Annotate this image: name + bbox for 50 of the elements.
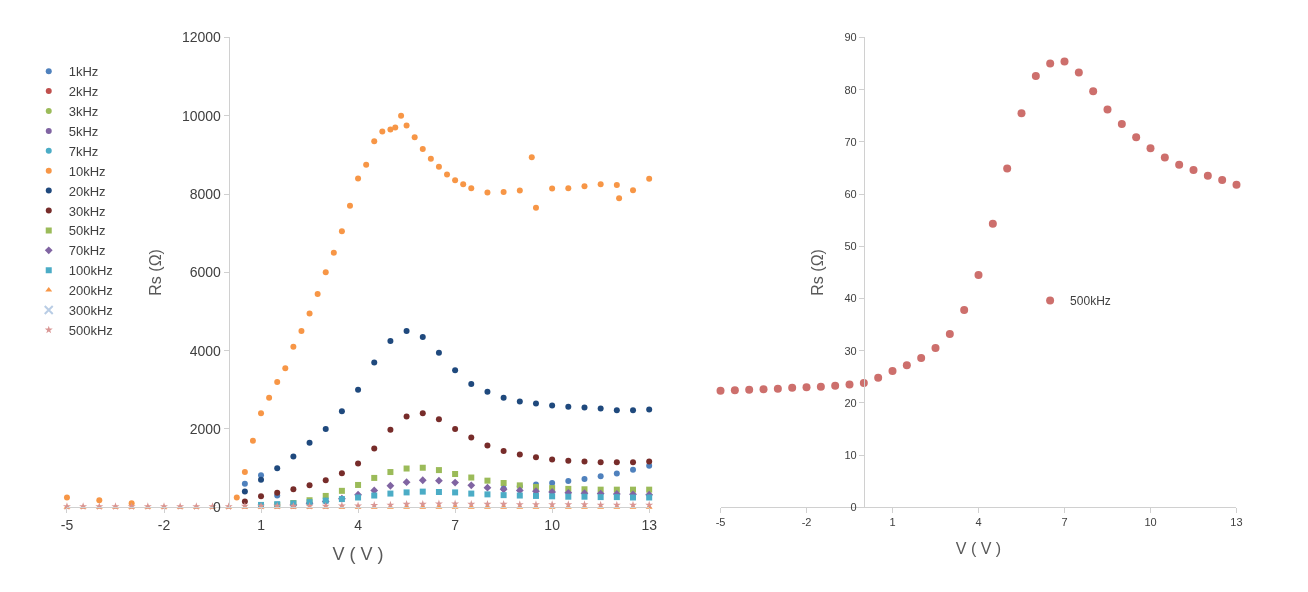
legend-label: 7kHz (68, 143, 99, 159)
y-axis-title: Rs (Ω) (809, 249, 827, 296)
y-tick-label: 40 (844, 292, 857, 305)
legend-label: 1kHz (68, 64, 99, 80)
y-tick-label: 2000 (189, 420, 222, 437)
y-tick-label: 50 (844, 240, 857, 253)
x-tick-label: 7 (1061, 516, 1068, 529)
x-tick-label: 13 (1230, 516, 1243, 529)
x-tick-label: 4 (975, 516, 982, 529)
y-tick-label: 0 (213, 499, 222, 516)
y-tick-label: 4000 (189, 342, 222, 359)
y-tick-label: 30 (844, 344, 857, 357)
legend-label: 300kHz (68, 303, 113, 319)
legend-label: 200kHz (68, 283, 113, 299)
y-tick-label: 60 (844, 187, 857, 200)
y-tick-label: 10 (844, 448, 857, 461)
x-tick-label: 1 (257, 517, 266, 534)
y-tick-label: 12000 (181, 29, 222, 46)
x-tick-label: 1 (889, 516, 896, 529)
y-tick-label: 0 (850, 501, 857, 514)
x-tick-label: 7 (451, 517, 460, 534)
x-tick-label: 10 (544, 517, 561, 534)
y-axis-title: Rs (Ω) (146, 249, 164, 296)
y-tick-label: 8000 (189, 185, 222, 202)
x-axis-title: V ( V ) (955, 540, 1002, 558)
x-tick-label: 10 (1144, 516, 1157, 529)
y-tick-label: 6000 (189, 264, 222, 281)
x-tick-label: 4 (354, 517, 363, 534)
legend-label: 70kHz (68, 243, 106, 259)
x-tick-label: -2 (801, 516, 812, 529)
x-tick-label: -5 (715, 516, 726, 529)
legend-label: 100kHz (68, 263, 113, 279)
y-tick-label: 10000 (181, 107, 222, 124)
legend-label: 10kHz (68, 163, 106, 179)
legend-label: 500kHz (68, 322, 113, 338)
y-tick-label: 20 (844, 396, 857, 409)
y-tick-label: 70 (844, 135, 857, 148)
x-axis-title: V ( V ) (332, 544, 384, 565)
y-tick-label: 80 (844, 83, 857, 96)
x-tick-label: -2 (157, 517, 171, 534)
legend-label: 30kHz (68, 203, 106, 219)
x-tick-label: 13 (641, 517, 658, 534)
legend-label: 20kHz (68, 183, 106, 199)
x-tick-label: -5 (60, 517, 74, 534)
legend-label: 500kHz (1070, 294, 1111, 309)
legend-label: 2kHz (68, 84, 99, 100)
legend-label: 5kHz (68, 123, 99, 139)
legend-label: 50kHz (68, 223, 106, 239)
y-tick-label: 90 (844, 31, 857, 44)
legend-label: 3kHz (68, 104, 99, 120)
